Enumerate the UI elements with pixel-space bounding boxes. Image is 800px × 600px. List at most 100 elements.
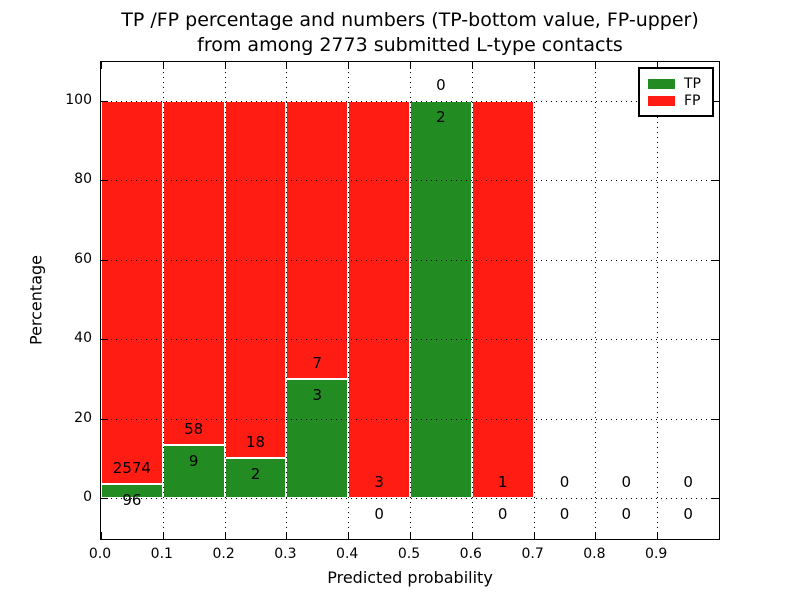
v-gridline: [224, 62, 226, 539]
bar-tp-segment: [224, 458, 287, 499]
x-axis-tick: [533, 532, 535, 539]
tp-count-label: 0: [559, 505, 570, 524]
bar-fp-segment: [286, 100, 349, 379]
x-tick-label: 0.1: [150, 546, 173, 562]
y-tick-label: 80: [74, 171, 92, 188]
fp-count-label: 0: [559, 473, 570, 492]
x-axis-tick: [224, 532, 226, 539]
x-axis-tick-top: [348, 62, 350, 69]
y-axis-tick: [101, 498, 108, 500]
v-gridline: [410, 62, 411, 539]
fp-count-label: 18: [245, 433, 266, 452]
x-tick-label: 0.8: [583, 546, 606, 562]
tp-count-label: 2: [250, 465, 261, 484]
y-tick-label: 100: [65, 91, 92, 108]
y-tick-label: 0: [83, 489, 92, 506]
x-tick-label: 0.3: [274, 546, 297, 562]
x-axis-tick: [101, 532, 102, 539]
x-axis-tick: [286, 532, 288, 539]
bar-tp-segment: [410, 100, 472, 499]
v-gridline: [595, 62, 597, 539]
bar-tp-segment: [162, 444, 225, 499]
fp-count-label: 1: [497, 473, 508, 492]
x-axis-tick-top: [162, 62, 164, 69]
y-axis-tick-right: [712, 498, 719, 500]
legend-swatch-tp-icon: [648, 78, 675, 89]
x-axis-tick-top: [286, 62, 288, 69]
x-tick-label: 0.5: [397, 546, 421, 562]
bar-fp-segment: [224, 100, 287, 459]
x-tick-label: 0.9: [645, 546, 668, 562]
x-axis-tick: [657, 532, 659, 539]
y-axis-tick-right: [712, 418, 719, 420]
legend-swatch-fp-icon: [648, 95, 675, 106]
tp-count-label: 0: [621, 505, 632, 524]
x-tick-label: 0.4: [336, 546, 359, 562]
legend-item-tp: TP: [648, 75, 712, 92]
y-tick-label: 40: [74, 330, 92, 347]
x-axis-tick-top: [224, 62, 226, 69]
v-gridline: [286, 62, 288, 539]
legend-label-tp: TP: [684, 75, 701, 92]
fp-count-label: 0: [436, 75, 446, 94]
bar-fp-segment: [162, 100, 225, 445]
y-tick-label: 60: [74, 250, 92, 267]
x-axis-tick-top: [719, 62, 720, 69]
fp-count-label: 0: [621, 473, 632, 492]
tp-count-label: 96: [122, 490, 142, 509]
tp-count-label: 2: [436, 107, 446, 126]
y-axis-tick: [101, 100, 108, 102]
legend-label-fp: FP: [684, 92, 701, 109]
legend: TP FP: [638, 67, 714, 117]
x-axis-tick-top: [533, 62, 535, 69]
x-axis-tick: [719, 532, 720, 539]
bar-fp-segment: [101, 100, 163, 484]
chart-title-line2: from among 2773 submitted L-type contact…: [197, 34, 623, 56]
v-gridline: [471, 62, 473, 539]
y-axis-tick: [101, 180, 108, 182]
tp-count-label: 0: [497, 505, 508, 524]
v-gridline: [657, 62, 659, 539]
v-gridline: [348, 62, 350, 539]
tp-count-label: 0: [683, 505, 693, 524]
x-axis-tick: [162, 532, 164, 539]
x-axis-tick-top: [410, 62, 411, 69]
x-axis-tick: [471, 532, 473, 539]
chart-title: TP /FP percentage and numbers (TP-bottom…: [100, 8, 720, 58]
fp-count-label: 7: [312, 353, 323, 372]
x-axis-tick-top: [101, 62, 102, 69]
x-tick-label: 0.2: [212, 546, 235, 562]
fp-count-label: 0: [683, 473, 693, 492]
chart-title-line1: TP /FP percentage and numbers (TP-bottom…: [121, 9, 699, 31]
y-axis-tick: [101, 418, 108, 420]
tp-count-label: 9: [188, 451, 199, 470]
y-axis-tick-right: [712, 100, 719, 102]
bar-fp-segment: [471, 100, 534, 499]
y-axis-tick-right: [712, 180, 719, 182]
fp-count-label: 2574: [112, 458, 151, 477]
x-axis-tick-top: [595, 62, 597, 69]
x-tick-label: 0.7: [521, 546, 544, 562]
bar-tp-segment: [101, 483, 163, 499]
bar-fp-segment: [348, 100, 410, 499]
fp-count-label: 58: [184, 419, 204, 438]
y-axis-tick: [101, 339, 108, 341]
x-axis-tick: [348, 532, 350, 539]
legend-item-fp: FP: [648, 92, 712, 109]
fp-count-label: 3: [374, 473, 384, 492]
v-gridline: [533, 62, 535, 539]
y-tick-label: 20: [74, 409, 92, 426]
x-axis-tick: [595, 532, 597, 539]
x-axis-tick-top: [657, 62, 659, 69]
y-axis-tick-right: [712, 259, 719, 261]
v-gridline: [162, 62, 164, 539]
x-tick-label: 0.0: [88, 546, 112, 562]
tp-count-label: 0: [374, 505, 384, 524]
x-tick-label: 0.6: [459, 546, 482, 562]
bar-tp-segment: [286, 378, 349, 499]
y-axis-tick-right: [712, 339, 719, 341]
x-axis-tick-top: [471, 62, 473, 69]
tp-count-label: 3: [312, 385, 323, 404]
y-axis-tick: [101, 259, 108, 261]
